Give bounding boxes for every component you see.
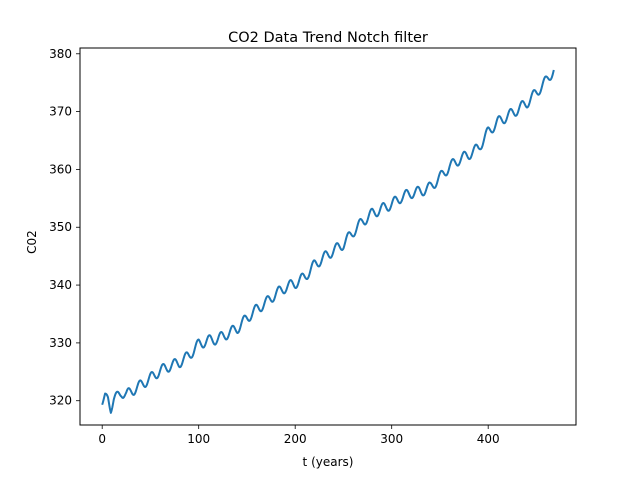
x-tick-label: 100 (187, 432, 210, 446)
y-axis-label: C02 (25, 230, 39, 254)
x-tick-label: 300 (380, 432, 403, 446)
y-tick-label: 370 (49, 105, 72, 119)
y-tick-label: 340 (49, 278, 72, 292)
x-tick-label: 400 (477, 432, 500, 446)
y-tick-label: 320 (49, 394, 72, 408)
series-layer (101, 69, 555, 414)
plot-area (79, 47, 577, 426)
y-tick-label: 380 (49, 47, 72, 61)
y-tick-label: 350 (49, 220, 72, 234)
chart-title: CO2 Data Trend Notch filter (228, 30, 428, 46)
y-axis: 320 330 340 350 360 370 380 (49, 47, 80, 408)
x-axis-label: t (years) (303, 455, 354, 469)
co2-trend-line (101, 69, 555, 414)
x-axis: 0 100 200 300 400 (98, 425, 500, 446)
y-tick-label: 360 (49, 162, 72, 176)
x-tick-label: 200 (284, 432, 307, 446)
x-tick-label: 0 (98, 432, 106, 446)
plot-frame (79, 47, 577, 426)
y-tick-label: 330 (49, 336, 72, 350)
